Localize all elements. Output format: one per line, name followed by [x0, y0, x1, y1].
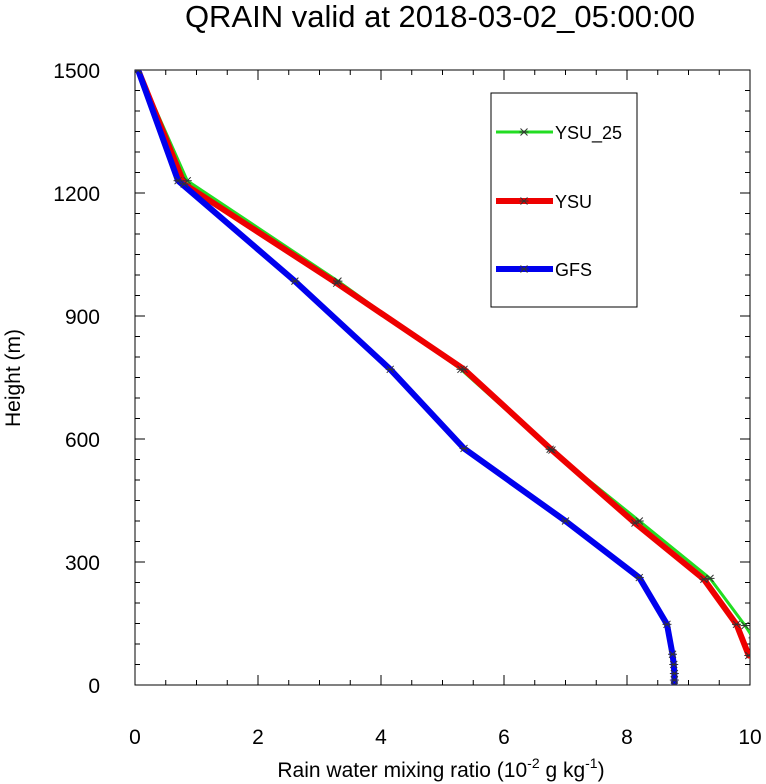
x-tick-label: 4 — [375, 726, 387, 749]
legend-item-ysu: YSU — [496, 192, 592, 212]
data-point-ysu — [630, 519, 640, 527]
legend-label: YSU_25 — [555, 123, 622, 144]
y-tick-label: 1500 — [53, 60, 100, 83]
y-tick-label: 0 — [88, 675, 100, 698]
x-tick-label: 10 — [738, 726, 761, 749]
series-line-ysu — [135, 70, 750, 659]
data-point-ysu — [459, 365, 469, 374]
y-axis-label: Height (m) — [2, 329, 25, 427]
x-tick-label: 8 — [621, 726, 633, 749]
x-tick-label: 0 — [129, 726, 141, 749]
data-point-ysu — [332, 279, 342, 288]
y-tick-labels: 0 300 600 900 1200 1500 — [53, 60, 100, 698]
legend-item-gfs: GFS — [496, 260, 592, 280]
data-point-ysu — [731, 620, 741, 629]
data-point-gfs — [662, 620, 672, 629]
data-point-gfs — [669, 676, 679, 684]
data-point-ysu-25 — [748, 633, 750, 642]
legend-label: GFS — [555, 260, 592, 280]
data-point-ysu — [744, 651, 750, 660]
data-point-ysu — [547, 446, 557, 454]
legend-label: YSU — [555, 192, 592, 212]
data-point-ysu-25 — [740, 621, 750, 630]
data-point-gfs — [669, 669, 679, 678]
axis-ticks — [134, 69, 751, 686]
x-tick-label: 2 — [252, 726, 264, 749]
data-point-ysu — [699, 575, 709, 584]
legend: YSU_25 YSU GFS — [490, 92, 638, 308]
data-point-gfs — [135, 70, 143, 74]
data-point-gfs — [561, 517, 570, 525]
x-tick-labels: 0 2 4 6 8 10 — [129, 726, 762, 749]
data-point-gfs — [459, 444, 469, 453]
y-tick-label: 900 — [65, 306, 100, 329]
y-tick-label: 1200 — [53, 183, 100, 206]
chart-title: QRAIN valid at 2018-03-02_05:00:00 — [185, 0, 695, 34]
x-axis-label: Rain water mixing ratio (10-2 g kg-1) — [277, 755, 604, 782]
data-point-gfs — [173, 176, 183, 185]
x-tick-label: 6 — [498, 726, 510, 749]
data-point-gfs — [634, 573, 644, 582]
y-tick-label: 300 — [65, 552, 100, 575]
data-point-gfs — [385, 365, 395, 374]
data-point-gfs — [669, 660, 679, 669]
plot-frame — [134, 69, 751, 686]
y-tick-label: 600 — [65, 429, 100, 452]
legend-item-ysu-25: YSU_25 — [496, 123, 622, 144]
data-point-gfs — [290, 277, 300, 286]
series-group — [135, 70, 750, 685]
data-point-gfs — [668, 650, 678, 659]
